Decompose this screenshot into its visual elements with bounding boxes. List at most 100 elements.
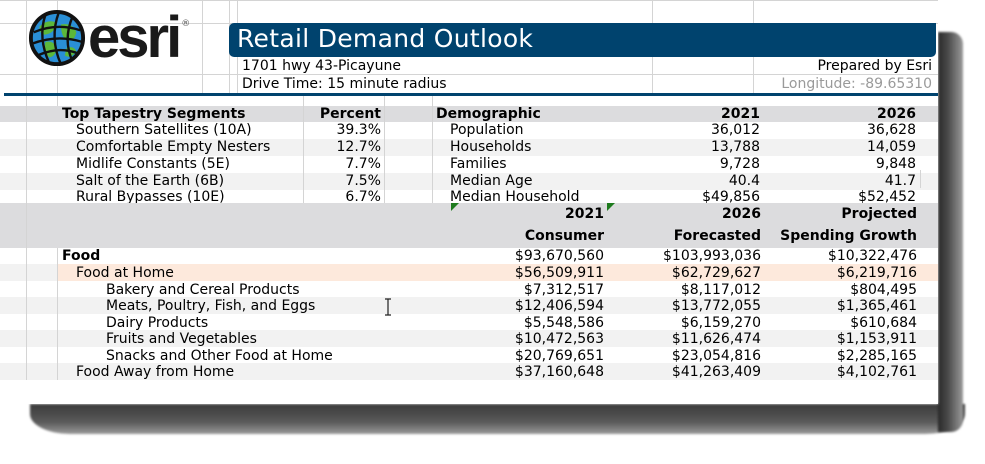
category-name: Food <box>62 248 101 264</box>
forecast-value: $11,626,474 <box>671 331 761 347</box>
summary-row <box>0 122 938 139</box>
forecast-value: $23,054,816 <box>671 348 761 364</box>
tapestry-name: Rural Bypasses (10E) <box>76 189 225 203</box>
forecast-header-year: 2026 <box>722 206 761 222</box>
tapestry-header: Top Tapestry Segments <box>62 106 246 122</box>
consumer-value: $37,160,648 <box>514 364 604 380</box>
category-name: Food Away from Home <box>76 364 235 380</box>
esri-logo: esri ® <box>28 8 190 68</box>
gridline <box>384 96 385 203</box>
page-shadow-right <box>938 32 963 432</box>
category-name: Bakery and Cereal Products <box>106 282 300 298</box>
tapestry-percent: 7.5% <box>345 173 381 189</box>
gridline <box>920 170 921 188</box>
growth-value: $10,322,476 <box>827 248 917 264</box>
growth-value: $1,153,911 <box>836 331 917 347</box>
logo-text: esri <box>88 5 182 70</box>
prepared-by: Prepared by Esri <box>817 58 932 74</box>
tapestry-name: Midlife Constants (5E) <box>76 156 230 172</box>
demographic-2021: 40.4 <box>728 173 760 189</box>
demographic-name: Households <box>450 139 532 155</box>
demographic-name: Median Household <box>450 189 580 203</box>
tapestry-percent: 7.7% <box>345 156 381 172</box>
forecast-value: $103,993,036 <box>663 248 761 264</box>
category-name: Meats, Poultry, Fish, and Eggs <box>106 298 316 314</box>
growth-value: $6,219,716 <box>836 265 917 281</box>
header-rule <box>4 93 938 96</box>
demographic-2021: 9,728 <box>719 156 760 172</box>
table-row <box>0 330 938 347</box>
gridline <box>432 96 433 203</box>
growth-value: $4,102,761 <box>836 364 917 380</box>
tapestry-percent: 6.7% <box>345 189 381 203</box>
table-row <box>0 264 57 281</box>
tapestry-percent: 39.3% <box>336 122 381 138</box>
demographic-2026: 9,848 <box>875 156 916 172</box>
table-row <box>0 248 938 264</box>
gridline <box>202 0 203 96</box>
percent-header: Percent <box>319 106 381 122</box>
category-name: Fruits and Vegetables <box>106 331 257 347</box>
spreadsheet-page: esri ® Retail Demand Outlook 1701 hwy 43… <box>0 0 938 380</box>
demographic-2021: 13,788 <box>711 139 760 155</box>
gridline <box>303 96 304 203</box>
tapestry-percent: 12.7% <box>336 139 381 155</box>
forecast-header-label: Forecasted <box>673 228 761 244</box>
drive-time: Drive Time: 15 minute radius <box>242 76 447 92</box>
table-row <box>0 347 938 363</box>
longitude: Longitude: -89.65310 <box>781 76 932 92</box>
forecast-value: $8,117,012 <box>680 282 761 298</box>
demographic-2021: 36,012 <box>711 122 760 138</box>
gridline <box>26 0 27 96</box>
text-cursor-icon <box>385 298 391 316</box>
category-name: Snacks and Other Food at Home <box>106 348 333 364</box>
table-row <box>0 314 938 330</box>
demographic-2026-header: 2026 <box>877 106 916 122</box>
demographic-2026: 41.7 <box>884 173 916 189</box>
summary-header-row <box>0 106 938 122</box>
table-row-highlight <box>57 264 938 281</box>
site-address: 1701 hwy 43-Picayune <box>242 58 401 74</box>
table-row <box>0 297 938 314</box>
demographic-2021: $49,856 <box>702 189 760 203</box>
summary-row <box>0 156 938 173</box>
growth-value: $2,285,165 <box>836 348 917 364</box>
demographic-header: Demographic <box>436 106 541 122</box>
consumer-value: $12,406,594 <box>514 298 604 314</box>
globe-icon <box>28 9 86 67</box>
tapestry-name: Salt of the Earth (6B) <box>76 173 225 189</box>
consumer-value: $7,312,517 <box>523 282 604 298</box>
consumer-value: $10,472,563 <box>514 331 604 347</box>
demographic-name: Median Age <box>450 173 533 189</box>
demographic-2021-header: 2021 <box>721 106 760 122</box>
gridline <box>0 0 938 1</box>
gridline <box>26 96 27 380</box>
comment-indicator-icon[interactable] <box>607 203 615 211</box>
demographic-2026: 14,059 <box>867 139 916 155</box>
page-shadow-bottom <box>30 404 965 434</box>
gridline <box>0 74 938 75</box>
growth-value: $1,365,461 <box>836 298 917 314</box>
consumer-header-label: Consumer <box>524 228 604 244</box>
summary-row <box>0 173 938 190</box>
spending-header-row <box>0 203 938 248</box>
demographic-name: Population <box>450 122 524 138</box>
comment-indicator-icon[interactable] <box>451 203 459 211</box>
consumer-value: $20,769,651 <box>514 348 604 364</box>
consumer-value: $5,548,586 <box>523 315 604 331</box>
forecast-value: $62,729,627 <box>671 265 761 281</box>
gridline <box>57 96 58 106</box>
forecast-value: $13,772,055 <box>671 298 761 314</box>
report-title: Retail Demand Outlook <box>237 24 534 53</box>
tapestry-name: Southern Satellites (10A) <box>76 122 252 138</box>
consumer-value: $56,509,911 <box>514 265 604 281</box>
gridline <box>57 248 58 380</box>
growth-header-line2: Spending Growth <box>780 228 917 244</box>
tapestry-name: Comfortable Empty Nesters <box>76 139 271 155</box>
consumer-value: $93,670,560 <box>514 248 604 264</box>
demographic-2026: $52,452 <box>858 189 916 203</box>
demographic-2026: 36,628 <box>867 122 916 138</box>
growth-value: $804,495 <box>850 282 917 298</box>
registered-mark: ® <box>181 19 191 29</box>
category-name: Food at Home <box>76 265 174 281</box>
